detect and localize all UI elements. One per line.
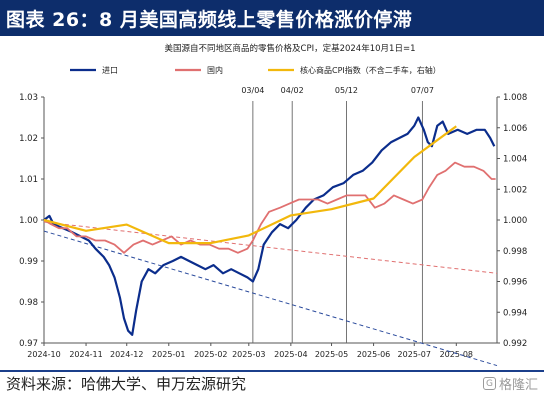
y-left-tick-label: 1.02 — [19, 134, 38, 144]
x-tick-label: 2025-02 — [194, 350, 227, 359]
x-tick-label: 2024-10 — [27, 350, 60, 359]
y-right-tick-label: 0.998 — [503, 247, 527, 257]
plot-area: 0.97 0.98 0.99 1.00 1.01 1.02 1.03 0.992 0.994 0.… — [19, 86, 527, 367]
y-right-tick-label: 1.002 — [503, 185, 527, 195]
event-marker-label: 03/04 — [241, 86, 264, 95]
y-left-tick-label: 0.99 — [19, 257, 38, 267]
y-left-tick-label: 0.97 — [19, 339, 38, 349]
y-right-tick-label: 0.996 — [503, 278, 527, 288]
event-marker-label: 07/07 — [411, 86, 434, 95]
y-right-tick-label: 1.004 — [503, 155, 527, 165]
stock-logo-icon: G — [482, 377, 496, 390]
y-left-tick-label: 0.98 — [19, 298, 38, 308]
event-marker-label: 05/12 — [335, 86, 358, 95]
x-tick-label: 2025-07 — [398, 350, 431, 359]
legend-label: 核心商品CPI指数（不含二手车，右轴） — [300, 65, 441, 75]
footer-divider — [0, 370, 544, 372]
trend-line — [43, 230, 498, 367]
trend-line — [43, 221, 498, 274]
source-note: 资料来源：哈佛大学、申万宏源研究 — [6, 375, 247, 393]
x-tick-label: 2025-06 — [357, 350, 390, 359]
series-line — [43, 116, 496, 336]
y-right-tick-label: 1.006 — [503, 124, 527, 134]
x-tick-label: 2025-08 — [440, 350, 473, 359]
y-right-tick-label: 1.000 — [503, 216, 527, 226]
series-line — [43, 125, 457, 245]
y-right-tick-label: 0.994 — [503, 308, 527, 318]
x-tick-label: 2025-01 — [152, 350, 185, 359]
y-left-tick-label: 1.03 — [19, 93, 38, 103]
legend-label: 进口 — [102, 66, 118, 75]
x-tick-label: 2024-12 — [110, 350, 143, 359]
y-left-tick-label: 1.01 — [19, 175, 38, 185]
x-tick-label: 2025-03 — [232, 350, 265, 359]
x-tick-label: 2025-04 — [274, 350, 307, 359]
series-line — [43, 161, 496, 254]
chart-legend: 进口 国内 核心商品CPI指数（不含二手车，右轴） — [70, 65, 441, 75]
y-right-tick-label: 0.992 — [503, 339, 527, 349]
watermark-text: 格隆汇 — [498, 378, 538, 393]
chart-title: 美国源自不同地区商品的零售价格及CPI，定基2024年10月1日=1 — [165, 43, 416, 54]
event-marker-label: 04/02 — [281, 86, 304, 95]
legend-label: 国内 — [207, 65, 223, 75]
figure-header: 图表 26：8 月美国高频线上零售价格涨价停滞 — [0, 0, 544, 36]
watermark: G 格隆汇 — [482, 374, 538, 393]
x-tick-label: 2025-05 — [315, 350, 348, 359]
x-tick-label: 2024-11 — [69, 350, 102, 359]
y-right-tick-label: 1.008 — [503, 93, 527, 103]
y-left-tick-label: 1.00 — [19, 216, 38, 226]
figure-title: 图表 26：8 月美国高频线上零售价格涨价停滞 — [6, 9, 413, 31]
line-chart: 美国源自不同地区商品的零售价格及CPI，定基2024年10月1日=1 进口 国内 核… — [19, 43, 527, 367]
